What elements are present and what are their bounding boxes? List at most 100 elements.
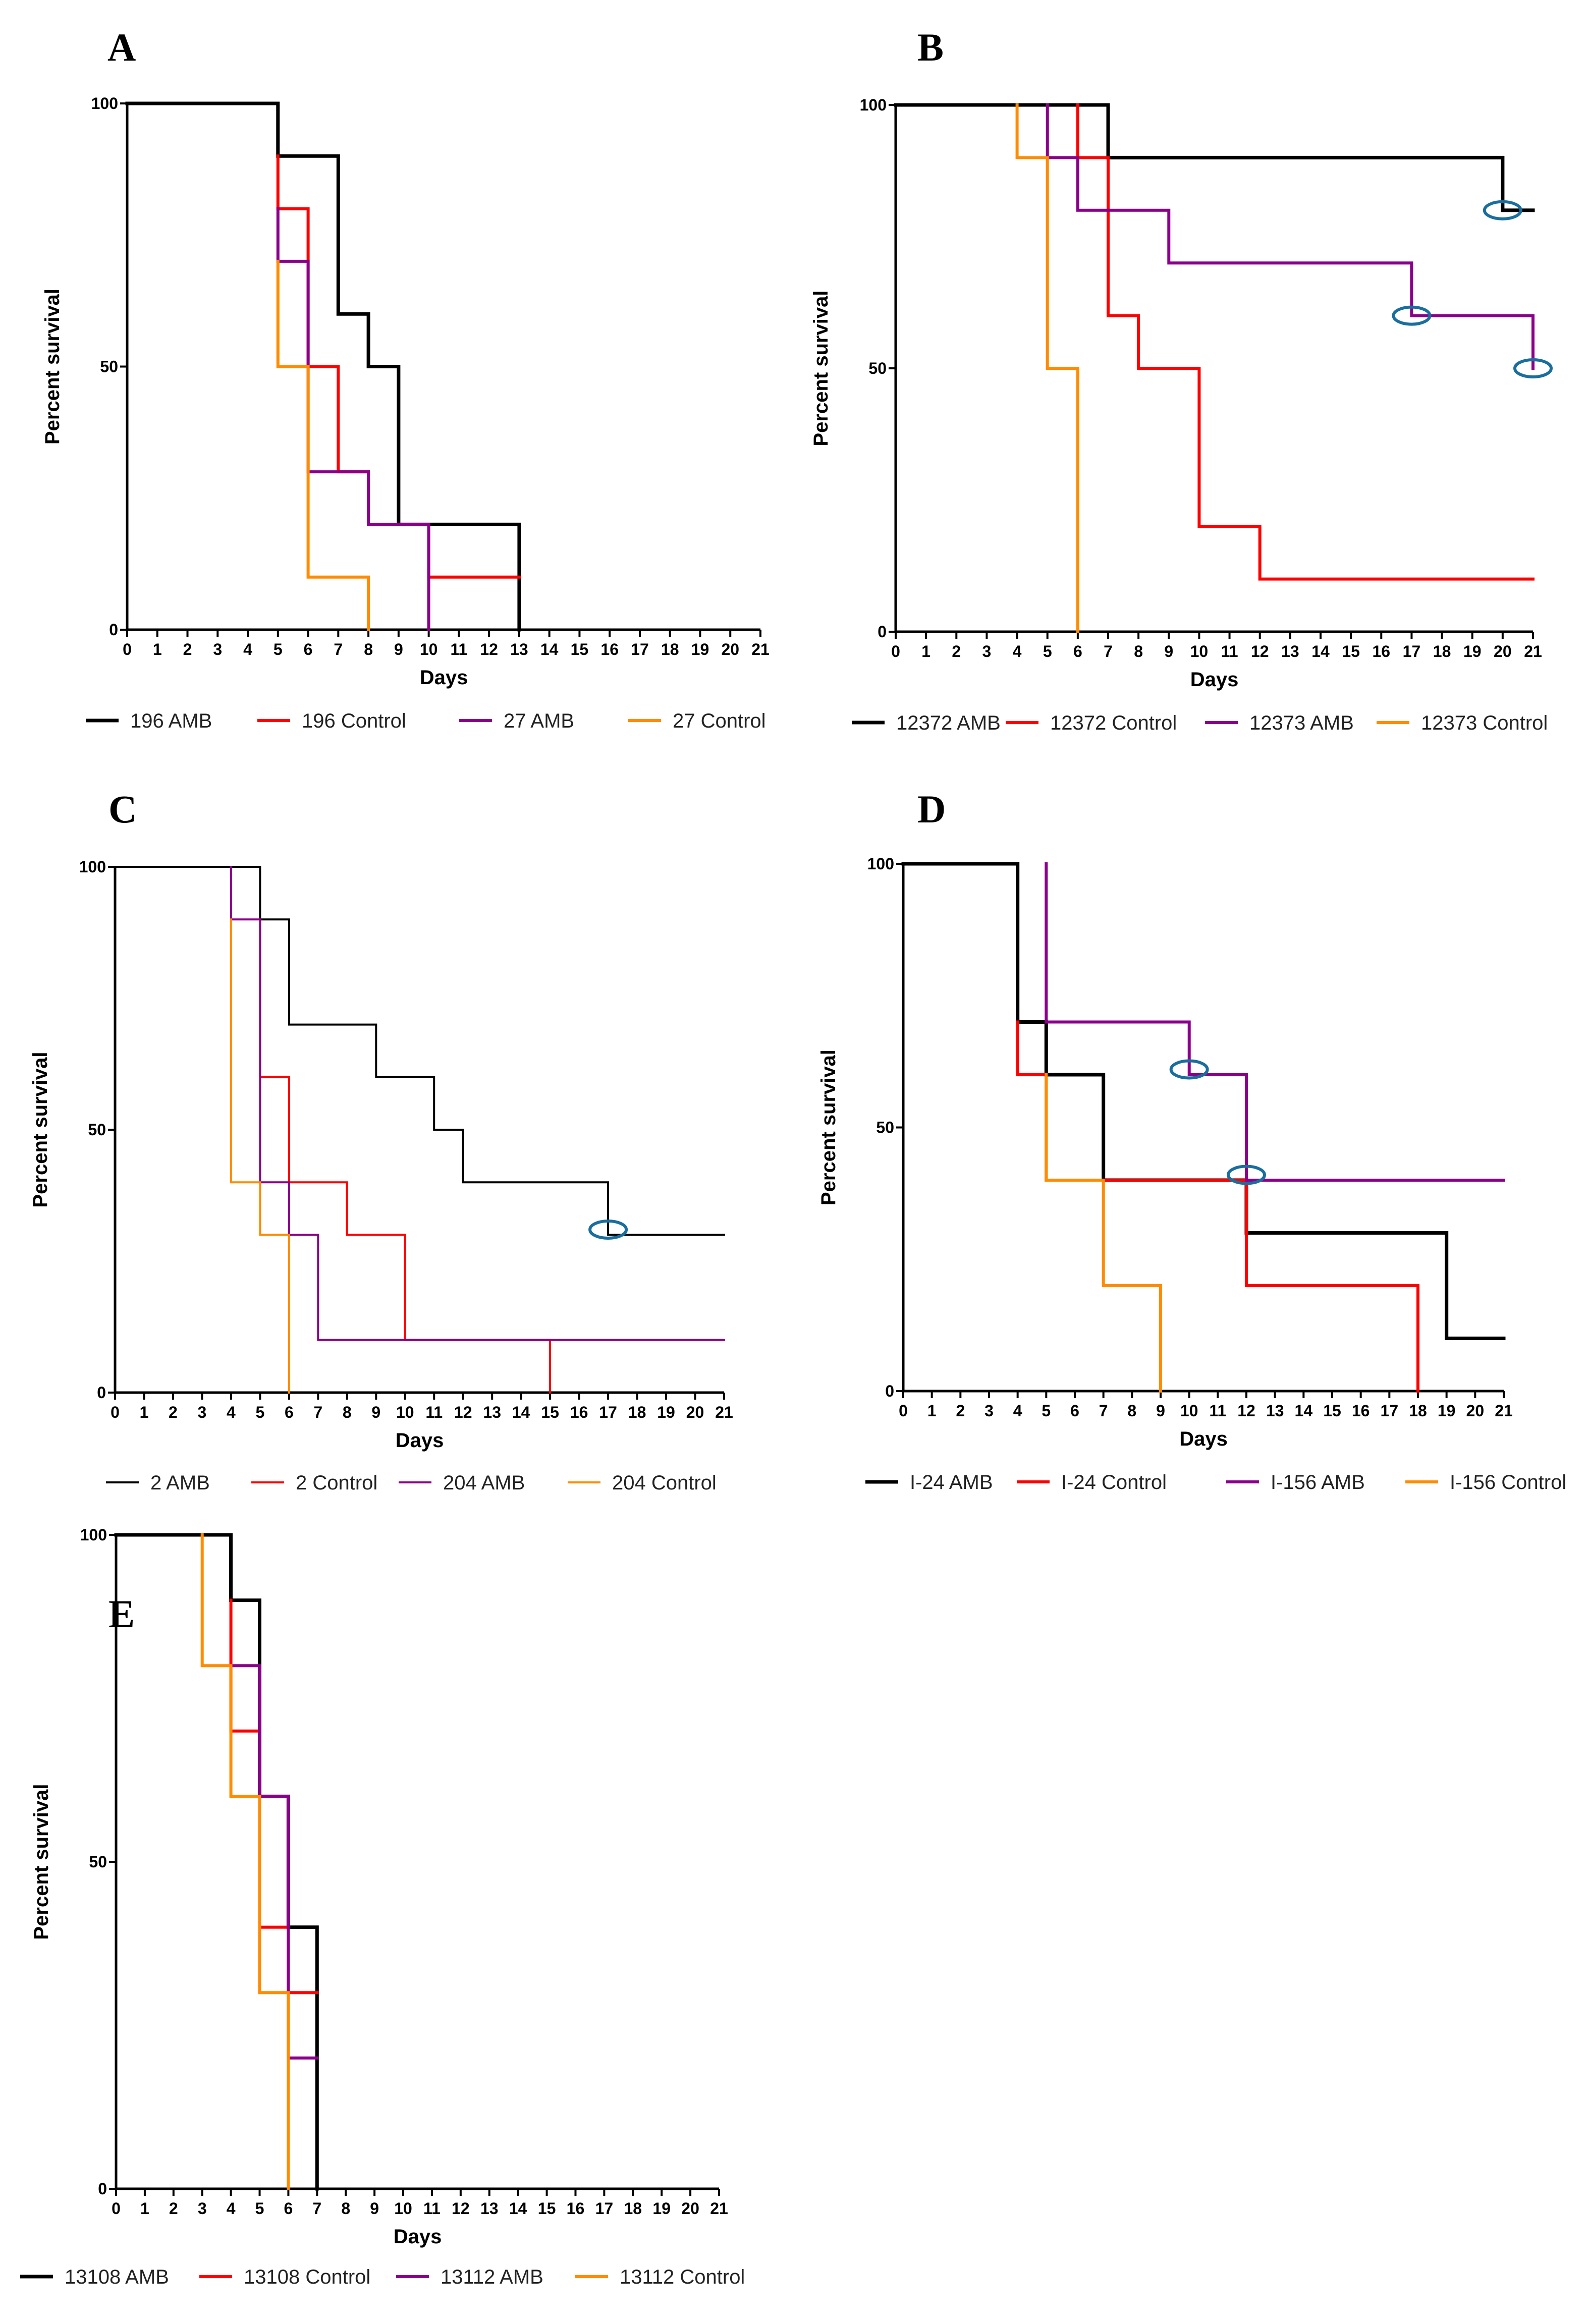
series-line-4: [200, 1533, 290, 2190]
x-tick-label: 0: [111, 1403, 120, 1421]
x-tick-label: 5: [273, 640, 283, 658]
legend-label: I-156 AMB: [1271, 1471, 1365, 1493]
x-tick-label: 16: [600, 640, 619, 658]
series-line-2: [1016, 1020, 1419, 1393]
x-tick-label: 20: [1494, 642, 1512, 660]
x-tick-label: 13: [480, 2199, 499, 2218]
x-tick-label: 3: [982, 642, 992, 660]
series-line-3: [229, 1664, 319, 2060]
legend-label: I-24 AMB: [910, 1471, 993, 1493]
x-tick-label: 4: [243, 640, 252, 658]
x-tick-label: 19: [691, 640, 709, 658]
x-tick-label: 10: [394, 2199, 412, 2218]
panel-letter: A: [107, 25, 136, 69]
y-tick-label: 50: [100, 358, 118, 376]
x-tick-label: 21: [710, 2199, 728, 2218]
legend-label: 12373 Control: [1421, 712, 1548, 734]
x-tick-label: 18: [628, 1403, 646, 1421]
x-tick-label: 21: [751, 640, 770, 658]
x-tick-label: 12: [1251, 642, 1269, 660]
x-tick-label: 19: [657, 1403, 675, 1421]
legend-label: 12372 Control: [1050, 712, 1177, 734]
x-tick-label: 18: [624, 2199, 642, 2218]
x-tick-label: 15: [571, 640, 589, 658]
x-tick-label: 7: [312, 2199, 321, 2218]
legend-label: 2 AMB: [150, 1472, 210, 1494]
y-tick-label: 0: [97, 1384, 106, 1402]
y-tick-label: 100: [860, 96, 887, 114]
y-tick-label: 100: [80, 1526, 107, 1544]
x-tick-label: 7: [313, 1403, 322, 1421]
legend-label: I-156 Control: [1450, 1471, 1566, 1493]
x-tick-label: 14: [512, 1403, 530, 1421]
x-tick-label: 19: [652, 2199, 671, 2218]
x-tick-label: 4: [1013, 642, 1022, 660]
x-tick-label: 17: [1403, 642, 1421, 660]
x-tick-label: 3: [213, 640, 222, 658]
x-tick-label: 17: [1381, 1402, 1399, 1420]
y-tick-label: 50: [876, 1119, 894, 1137]
x-tick-label: 16: [570, 1403, 588, 1421]
x-tick-label: 16: [567, 2199, 585, 2218]
x-tick-label: 5: [1043, 642, 1052, 660]
x-tick-label: 5: [255, 1403, 264, 1421]
x-tick-label: 14: [1295, 1402, 1313, 1420]
legend-label: 12373 AMB: [1249, 712, 1354, 734]
x-tick-label: 2: [956, 1402, 965, 1420]
x-tick-label: 1: [927, 1402, 937, 1420]
x-tick-label: 16: [1372, 642, 1390, 660]
censored-marker: [1392, 305, 1432, 326]
series-line-1: [894, 103, 1535, 212]
series-line-3: [276, 207, 430, 631]
x-tick-label: 3: [984, 1402, 994, 1420]
series-line-4: [1045, 1073, 1162, 1393]
legend-label: 13108 AMB: [65, 2266, 169, 2288]
x-tick-label: 18: [1409, 1402, 1427, 1420]
x-tick-label: 6: [304, 640, 313, 658]
legend-label: 2 Control: [296, 1472, 377, 1494]
y-tick-label: 0: [109, 621, 118, 639]
y-tick-label: 0: [98, 2180, 107, 2198]
x-tick-label: 2: [183, 640, 192, 658]
x-tick-label: 1: [153, 640, 162, 658]
x-tick-label: 17: [595, 2199, 614, 2218]
x-tick-label: 0: [899, 1402, 908, 1420]
legend-label: I-24 Control: [1061, 1471, 1167, 1493]
x-tick-label: 11: [425, 1403, 443, 1421]
y-tick-label: 50: [89, 1853, 107, 1871]
x-tick-label: 8: [343, 1403, 352, 1421]
x-tick-label: 8: [1134, 642, 1143, 660]
x-axis-title: Days: [1190, 669, 1239, 691]
legend-label: 196 Control: [302, 710, 406, 732]
x-tick-label: 15: [538, 2199, 556, 2218]
series-line-1: [114, 866, 725, 1236]
x-tick-label: 20: [686, 1403, 704, 1421]
x-tick-label: 9: [1164, 642, 1173, 660]
x-tick-label: 9: [1156, 1402, 1165, 1420]
y-axis-title: Percent survival: [817, 1049, 840, 1205]
censored-marker: [1227, 1165, 1266, 1185]
x-tick-label: 2: [169, 2199, 178, 2218]
x-tick-label: 9: [394, 640, 403, 658]
y-tick-label: 50: [868, 359, 887, 377]
x-tick-label: 11: [423, 2199, 441, 2218]
series-line-3: [1045, 862, 1505, 1182]
x-tick-label: 4: [1013, 1402, 1022, 1420]
x-tick-label: 20: [1466, 1402, 1485, 1420]
legend-label: 13112 AMB: [441, 2266, 543, 2288]
y-tick-label: 50: [88, 1121, 106, 1139]
x-tick-label: 4: [227, 2199, 236, 2218]
x-tick-label: 7: [334, 640, 343, 658]
x-axis-title: Days: [394, 2226, 442, 2248]
x-tick-label: 10: [420, 640, 438, 658]
censored-marker: [1169, 1059, 1209, 1080]
x-tick-label: 9: [371, 1403, 380, 1421]
x-tick-label: 18: [661, 640, 679, 658]
series-line-1: [125, 101, 521, 632]
y-tick-label: 0: [885, 1382, 894, 1400]
x-tick-label: 3: [198, 1403, 207, 1421]
x-tick-label: 21: [1524, 642, 1542, 660]
x-tick-label: 15: [1323, 1402, 1341, 1420]
